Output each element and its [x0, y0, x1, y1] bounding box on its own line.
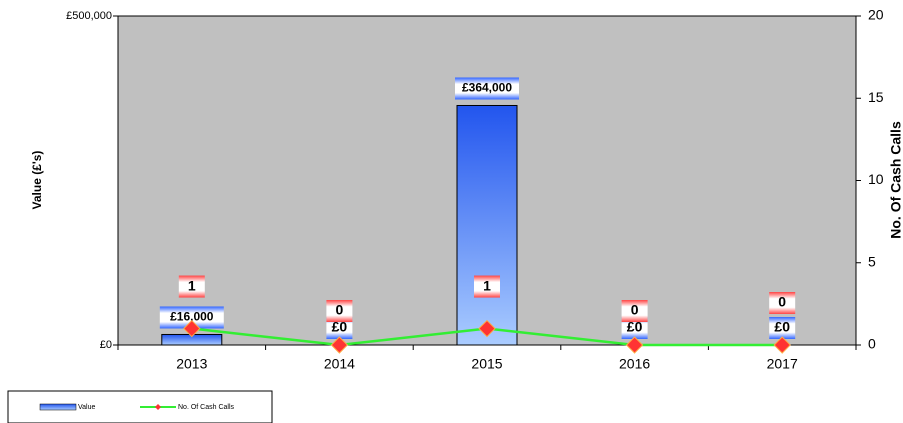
data-label-box — [621, 300, 648, 322]
data-label: 1 — [483, 277, 491, 293]
legend-label: No. Of Cash Calls — [178, 404, 235, 411]
data-label-box — [621, 317, 648, 339]
data-label: 0 — [336, 302, 344, 318]
data-label-box — [455, 77, 519, 100]
data-label: £0 — [332, 319, 348, 335]
data-label: 0 — [631, 302, 639, 318]
data-label: 1 — [188, 277, 196, 293]
y2-tick-label: 10 — [868, 171, 884, 187]
y2-tick-label: 0 — [868, 336, 876, 352]
data-label: 0 — [778, 294, 786, 310]
data-label-box — [769, 317, 796, 339]
x-tick-label: 2016 — [619, 356, 650, 372]
legend-label: Value — [78, 404, 95, 411]
legend-swatch — [39, 403, 77, 411]
data-label: £0 — [774, 319, 790, 335]
marker — [478, 319, 496, 338]
data-label-box — [326, 317, 353, 339]
data-label-box — [326, 300, 353, 322]
marker — [183, 319, 201, 338]
data-label: £16,000 — [170, 310, 214, 324]
y-axis-label: Value (£'s) — [30, 151, 44, 210]
marker — [330, 336, 349, 354]
x-tick-label: 2014 — [324, 356, 355, 372]
data-label-box — [474, 275, 500, 298]
y2-tick-label: 15 — [868, 89, 884, 105]
data-label: £0 — [627, 319, 643, 335]
y2-axis-label: No. Of Cash Calls — [888, 121, 903, 239]
y2-tick-label: 5 — [868, 253, 876, 269]
data-label: £364,000 — [462, 81, 512, 95]
marker — [625, 336, 644, 354]
y-tick-label: £500,000 — [66, 10, 112, 22]
x-tick-label: 2013 — [176, 356, 207, 372]
y-tick-label: £0 — [100, 339, 112, 351]
y2-tick-label: 20 — [868, 7, 884, 23]
data-label-box — [769, 292, 796, 314]
marker — [773, 336, 791, 354]
data-label-box — [159, 306, 224, 329]
x-tick-label: 2015 — [471, 356, 502, 372]
x-tick-label: 2017 — [767, 356, 798, 372]
data-label-box — [178, 275, 205, 298]
legend-marker — [155, 404, 161, 410]
bar — [456, 104, 518, 346]
